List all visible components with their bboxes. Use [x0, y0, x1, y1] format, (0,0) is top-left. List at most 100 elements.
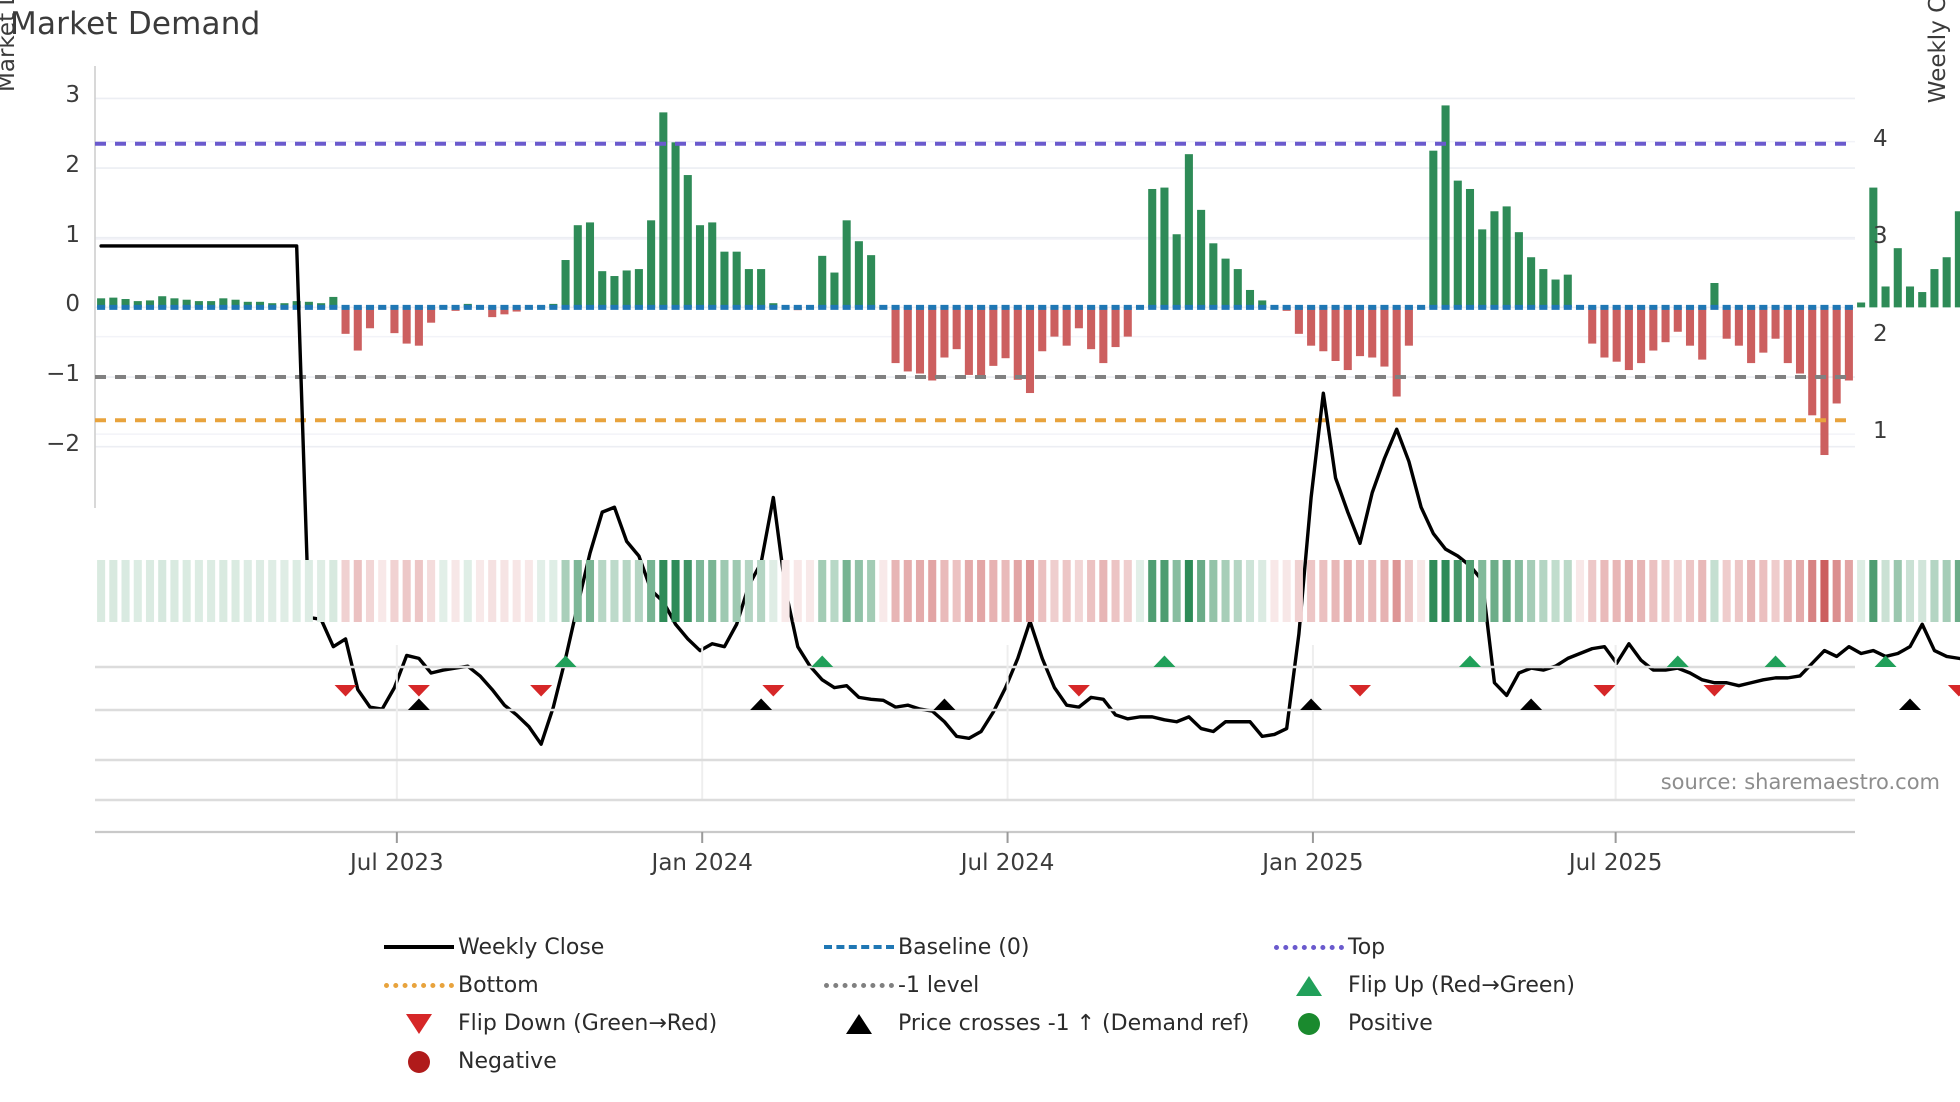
legend-glyph-dotted-line [380, 973, 458, 997]
demand-bar [952, 307, 961, 350]
line-swatch-icon [384, 945, 454, 949]
demand-bar [1062, 307, 1071, 346]
demand-bar [1661, 307, 1670, 343]
heatmap-cell [1233, 560, 1242, 622]
heatmap-cell [1160, 560, 1169, 622]
legend-item[interactable]: Weekly Close [380, 928, 820, 966]
source-note: source: sharemaestro.com [1660, 770, 1940, 794]
demand-bar [695, 225, 705, 308]
heatmap-cell [1343, 560, 1352, 622]
heatmap-cell [1087, 560, 1096, 622]
heatmap-cell [1527, 560, 1536, 622]
demand-bar [622, 270, 631, 308]
demand-bar [243, 301, 252, 308]
heatmap-cell [1148, 560, 1157, 622]
legend-item[interactable]: Negative [380, 1042, 820, 1080]
demand-bar [1808, 307, 1817, 416]
demand-bar [1355, 307, 1365, 357]
heatmap-cell [1783, 560, 1792, 622]
demand-bar [365, 307, 375, 329]
legend-item[interactable]: Price crosses -1 ↑ (Demand ref) [820, 1004, 1270, 1042]
demand-bar [1441, 105, 1450, 308]
legend-item[interactable]: -1 level [820, 966, 1270, 1004]
demand-bar [329, 296, 338, 308]
heatmap-cell [683, 560, 692, 622]
demand-bar [1123, 307, 1132, 337]
flip-up-marker [1764, 655, 1787, 667]
legend-glyph-circle [1270, 1011, 1348, 1035]
heatmap-cell [1417, 560, 1426, 622]
legend-glyph-triangle-up [1270, 973, 1348, 997]
flip-down-marker [1947, 685, 1960, 697]
heatmap-cell [1307, 560, 1316, 622]
flip-up-marker [554, 655, 577, 667]
legend-glyph-triangle-down [380, 1011, 458, 1035]
demand-bar [659, 112, 668, 308]
legend-item[interactable]: Bottom [380, 966, 820, 1004]
legend-row: Negative [380, 1042, 1660, 1080]
legend-item[interactable]: Flip Down (Green→Red) [380, 1004, 820, 1042]
heatmap-cell [1624, 560, 1633, 622]
legend-item[interactable]: Positive [1270, 1004, 1660, 1042]
heatmap-cell [757, 560, 766, 622]
demand-bar [830, 272, 839, 308]
heatmap-cell [109, 560, 118, 622]
demand-bar [989, 307, 998, 366]
demand-bar [1942, 257, 1951, 308]
demand-bar [1478, 229, 1487, 308]
heatmap-cell [488, 560, 497, 622]
heatmap-cell [145, 560, 155, 622]
demand-bar [1820, 307, 1829, 456]
demand-bar [842, 220, 851, 308]
flip-down-marker [530, 685, 553, 697]
heatmap-cell [1294, 560, 1303, 622]
dotted-line-icon [384, 983, 454, 988]
y-tick-label-right: 4 [1873, 125, 1888, 152]
legend-label: Flip Up (Red→Green) [1348, 972, 1575, 998]
x-tick-label: Jan 2024 [651, 850, 753, 876]
demand-bar [121, 299, 130, 308]
heatmap-cell [329, 560, 338, 622]
heatmap-cell [1111, 560, 1120, 622]
heatmap-cell [573, 560, 582, 622]
heatmap-cell [255, 560, 265, 622]
demand-bar [683, 175, 692, 308]
triangle-up-icon [846, 1014, 872, 1034]
demand-bar [1343, 307, 1352, 371]
demand-bar [1221, 258, 1230, 308]
demand-bar [1502, 206, 1511, 308]
heatmap-cell [170, 560, 179, 622]
page-title: Market Demand [10, 6, 261, 42]
demand-bar [97, 298, 106, 308]
legend-item[interactable]: Baseline (0) [820, 928, 1270, 966]
y-tick-label-right: 2 [1873, 320, 1888, 347]
demand-bar [634, 269, 643, 308]
demand-bar [1038, 307, 1047, 352]
demand-bar [1673, 307, 1682, 332]
heatmap-cell [1698, 560, 1707, 622]
demand-bar [1074, 307, 1083, 329]
heatmap-cell [341, 560, 350, 622]
heatmap-cell [769, 560, 778, 622]
legend-item[interactable]: Flip Up (Red→Green) [1270, 966, 1660, 1004]
heatmap-cell [1905, 560, 1915, 622]
heatmap-cell [1930, 560, 1939, 622]
demand-bar [867, 255, 876, 308]
demand-bar [1148, 188, 1157, 308]
x-tick-label: Jul 2025 [1568, 850, 1663, 876]
demand-bar [1245, 289, 1255, 308]
heatmap-cell [1747, 560, 1756, 622]
legend-glyph-dashed-line-long [820, 935, 898, 959]
heatmap-cell [475, 560, 485, 622]
heatmap-cell [1025, 560, 1035, 622]
heatmap-cell [1918, 560, 1927, 622]
heatmap-cell [928, 560, 937, 622]
legend-item[interactable]: Top [1270, 928, 1660, 966]
demand-bar [427, 307, 436, 323]
demand-bar [1490, 211, 1499, 308]
heatmap-cell [158, 560, 167, 622]
legend-label: Weekly Close [458, 934, 605, 960]
chart-canvas [94, 66, 1960, 843]
heatmap-cell [414, 560, 423, 622]
demand-bar [744, 269, 753, 308]
